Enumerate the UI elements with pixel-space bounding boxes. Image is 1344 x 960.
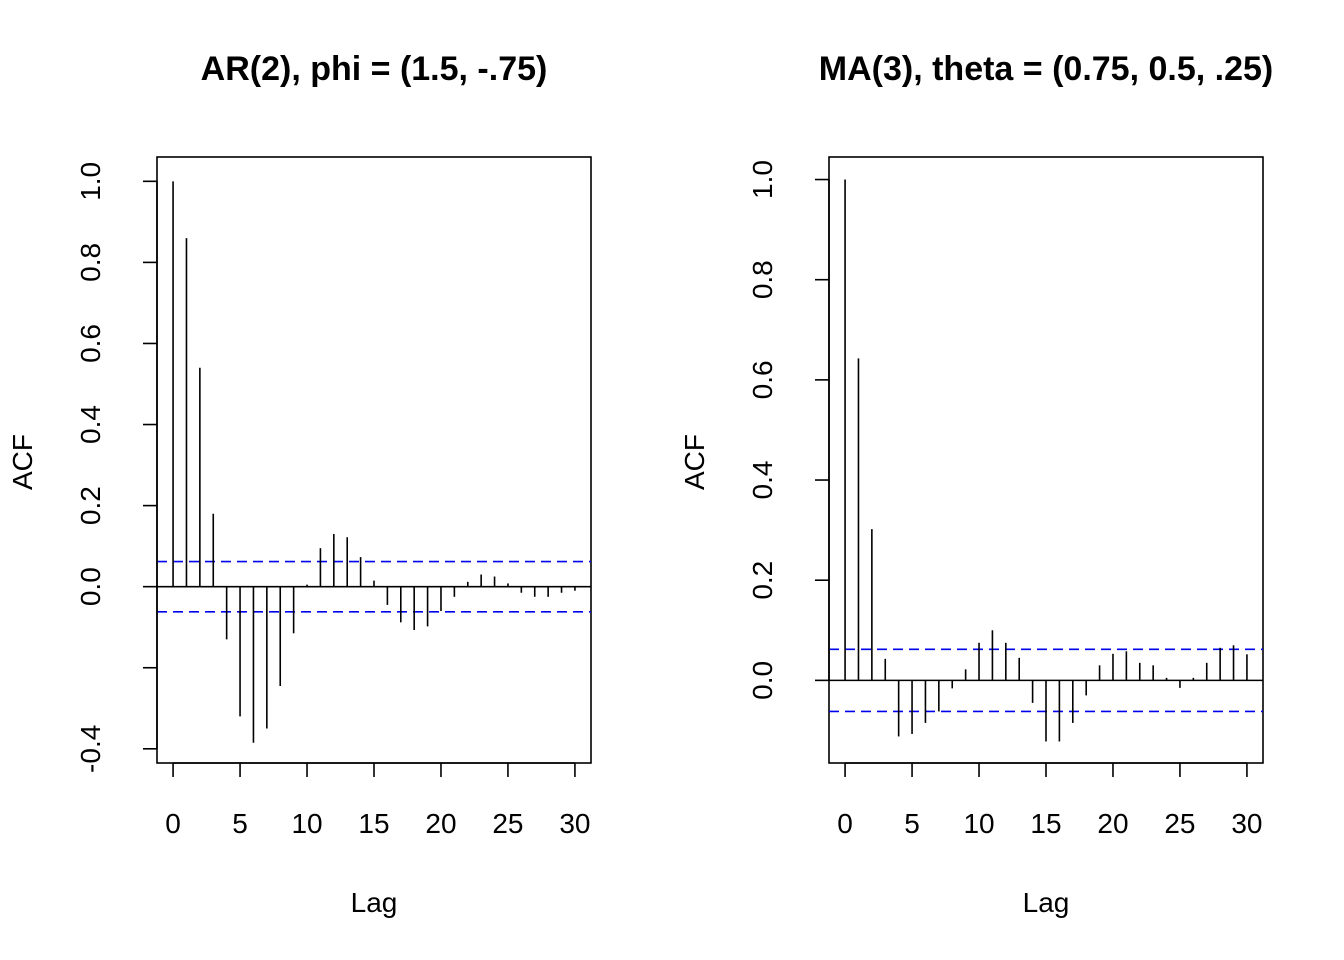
y-tick-label-0: 0.0	[747, 661, 778, 700]
y-tick-label-3: 0.6	[747, 360, 778, 399]
x-axis-label: Lag	[351, 887, 398, 918]
y-tick-label-2: 0.4	[747, 461, 778, 500]
x-tick-label-15: 15	[1030, 808, 1061, 839]
x-tick-label-25: 25	[492, 808, 523, 839]
chart-title: MA(3), theta = (0.75, 0.5, .25)	[819, 50, 1273, 88]
y-tick-label-5: 1.0	[747, 160, 778, 199]
x-tick-label-5: 5	[904, 808, 920, 839]
x-tick-label-10: 10	[963, 808, 994, 839]
x-tick-label-30: 30	[559, 808, 590, 839]
plot-frame	[828, 156, 1264, 764]
y-tick-label-4: 0.8	[747, 260, 778, 299]
x-tick-label-5: 5	[232, 808, 248, 839]
x-tick-label-20: 20	[1097, 808, 1128, 839]
x-tick-label-15: 15	[358, 808, 389, 839]
y-tick-label-6: 0.8	[75, 243, 106, 282]
x-tick-label-30: 30	[1231, 808, 1262, 839]
x-tick-label-25: 25	[1164, 808, 1195, 839]
y-tick-label-4: 0.4	[75, 405, 106, 444]
chart-title: AR(2), phi = (1.5, -.75)	[201, 50, 548, 88]
y-tick-label-5: 0.6	[75, 324, 106, 363]
x-tick-label-0: 0	[165, 808, 181, 839]
x-tick-label-10: 10	[291, 808, 322, 839]
x-axis-label: Lag	[1023, 887, 1070, 918]
y-tick-label-1: 0.2	[747, 561, 778, 600]
y-axis-label: ACF	[679, 434, 710, 490]
x-tick-label-20: 20	[425, 808, 456, 839]
y-tick-label-2: 0.0	[75, 567, 106, 606]
y-tick-label-7: 1.0	[75, 162, 106, 201]
acf-panel-ma3: MA(3), theta = (0.75, 0.5, .25) 0 5 10 15 20 2…	[679, 50, 1273, 918]
y-tick-label-3: 0.2	[75, 486, 106, 525]
y-tick-label-0: -0.4	[75, 725, 106, 773]
y-axis-label: ACF	[7, 434, 38, 490]
acf-panel-ar2: AR(2), phi = (1.5, -.75) 0 5 10 15 20 25 30 -0.4…	[7, 50, 592, 918]
x-tick-label-0: 0	[837, 808, 853, 839]
plot-frame	[156, 156, 592, 764]
